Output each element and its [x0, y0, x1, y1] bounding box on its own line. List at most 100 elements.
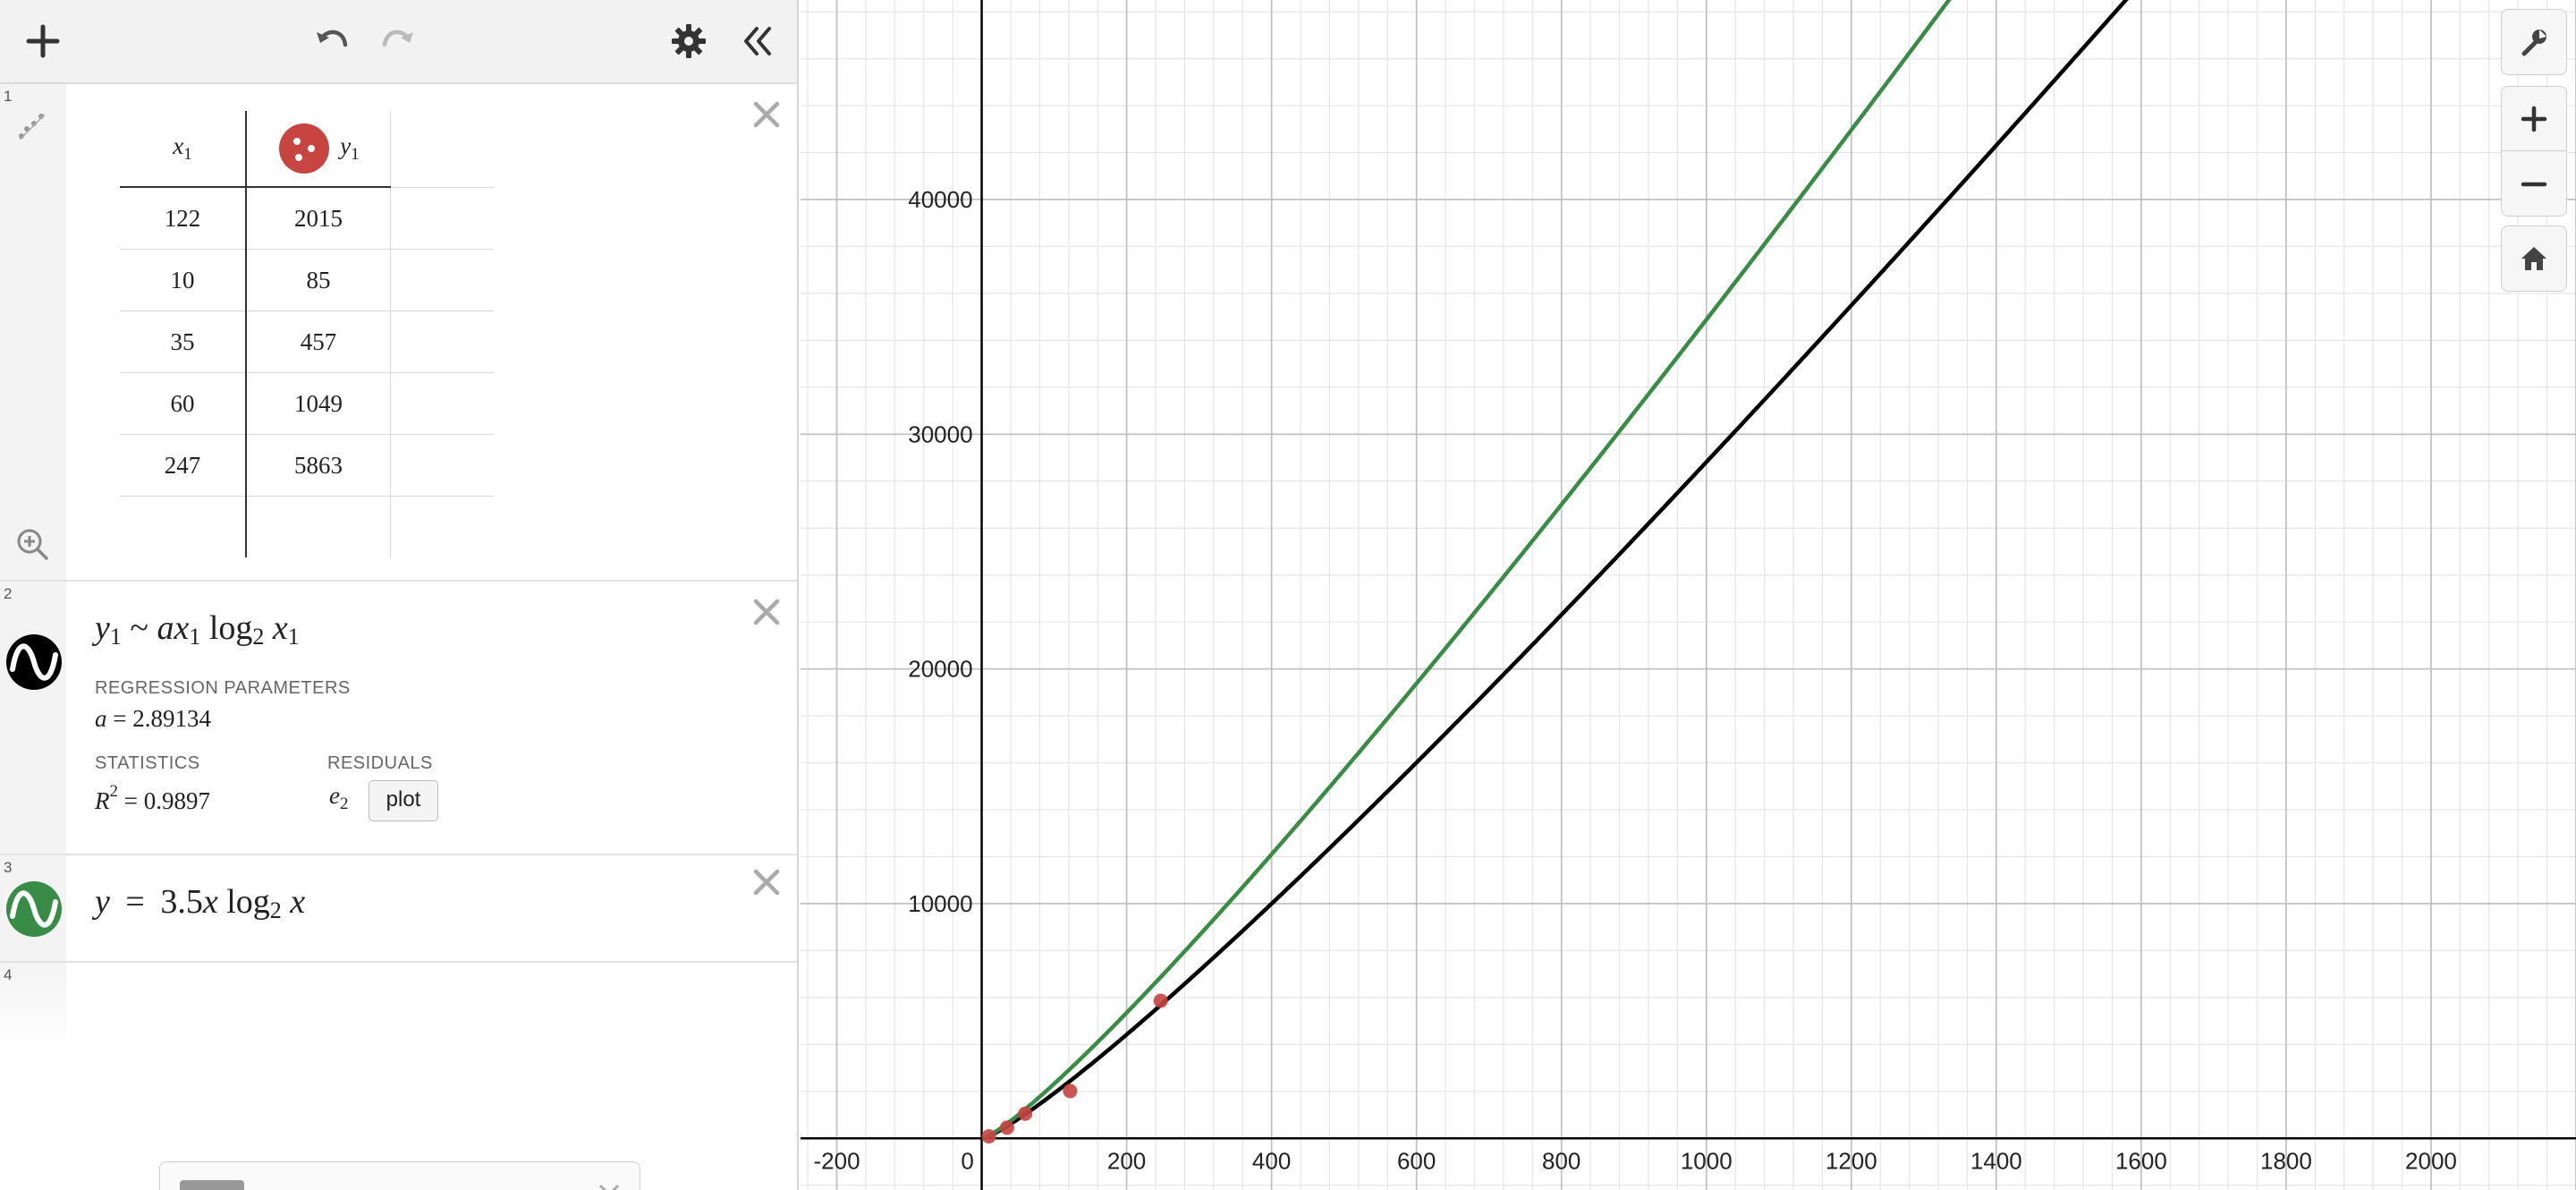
regression-params-label: REGRESSION PARAMETERS — [95, 678, 351, 698]
cell-x1[interactable]: 122 — [120, 187, 247, 250]
row-gutter — [0, 582, 66, 854]
cell-y1[interactable]: 2015 — [246, 187, 391, 250]
row-number: 2 — [4, 585, 13, 602]
cell-x1[interactable]: 10 — [120, 249, 247, 311]
r2-value: 0.9897 — [143, 787, 210, 814]
x-tick-label: 400 — [1252, 1147, 1291, 1174]
column-header-empty[interactable] — [390, 111, 494, 188]
cell-empty[interactable] — [390, 434, 494, 497]
data-point[interactable] — [999, 1120, 1014, 1135]
home-view-button[interactable] — [2501, 225, 2567, 292]
table-row-new[interactable] — [120, 496, 495, 558]
wave-icon — [6, 881, 62, 937]
plot-residuals-button[interactable]: plot — [369, 780, 438, 821]
table-row: 60 1049 — [120, 372, 494, 435]
data-point[interactable] — [1153, 993, 1168, 1008]
graph-settings-button[interactable] — [2501, 9, 2567, 75]
x-tick-label: 2000 — [2405, 1147, 2457, 1174]
formula-x2-sub: 1 — [287, 624, 300, 650]
regression-color-icon[interactable] — [5, 633, 63, 691]
table-icon — [19, 114, 46, 140]
regression-formula[interactable]: y1 ~ ax1 log2 x1 — [95, 608, 300, 650]
column-header-y1[interactable]: y1 — [246, 111, 391, 188]
gear-icon — [672, 24, 706, 58]
cell-empty[interactable] — [390, 187, 494, 250]
r2-exp: 2 — [109, 782, 119, 801]
cell-empty[interactable] — [390, 310, 494, 373]
function-color-icon[interactable] — [5, 880, 63, 938]
data-point[interactable] — [1018, 1106, 1033, 1121]
x-tick-label: 0 — [961, 1147, 973, 1174]
formula-y: y — [95, 609, 110, 647]
table-row: 10 85 — [120, 249, 494, 311]
x-tick-label: 1800 — [2260, 1147, 2312, 1174]
zoom-out-icon — [2521, 182, 2547, 187]
cell-empty[interactable] — [390, 249, 494, 311]
x-tick-label: 800 — [1542, 1147, 1580, 1174]
regression-curve[interactable] — [981, 0, 2185, 1141]
point-style-icon[interactable] — [277, 122, 331, 175]
cell-new[interactable] — [391, 497, 495, 558]
cell-x1[interactable]: 35 — [120, 310, 247, 373]
cell-empty[interactable] — [390, 372, 494, 435]
formula-log: log — [208, 609, 253, 647]
formula-x: x — [174, 609, 190, 647]
formula-y-sub: 1 — [109, 624, 122, 650]
formula-lhs: y — [95, 883, 110, 921]
collapse-panel-button[interactable] — [735, 20, 778, 63]
zoom-out-button[interactable] — [2501, 150, 2567, 217]
column-x-name: x — [173, 132, 184, 159]
expression-row-empty[interactable]: 4 — [0, 963, 797, 1052]
r2-name: R — [95, 787, 110, 814]
cell-y1[interactable]: 457 — [246, 310, 391, 373]
row-number: 4 — [4, 966, 13, 983]
expression-toolbar — [0, 0, 797, 84]
param-eq: = — [113, 705, 127, 732]
zoom-fit-icon[interactable] — [14, 526, 50, 562]
undo-icon — [317, 30, 348, 47]
statistics-label: STATISTICS — [95, 753, 200, 773]
delete-expression-button[interactable] — [749, 97, 784, 132]
cell-x1[interactable]: 60 — [120, 372, 247, 435]
cell-x1[interactable]: 247 — [120, 434, 247, 497]
residual-sub: 2 — [339, 795, 349, 813]
cell-new[interactable] — [246, 496, 391, 557]
wave-icon — [6, 634, 62, 690]
undo-button[interactable] — [309, 20, 352, 63]
cell-y1[interactable]: 5863 — [246, 434, 391, 497]
formula-coef: 3.5 — [160, 883, 203, 921]
formula-x2: x — [290, 883, 306, 921]
data-point[interactable] — [981, 1129, 996, 1144]
y-tick-label: 20000 — [908, 656, 972, 683]
delete-expression-button[interactable] — [749, 594, 784, 630]
expression-row-function[interactable]: 3 y = 3.5x log2 x — [0, 855, 797, 963]
formula-x-sub: 1 — [189, 624, 201, 650]
add-item-button[interactable] — [21, 20, 64, 63]
param-value: 2.89134 — [132, 705, 211, 732]
cell-y1[interactable]: 85 — [246, 249, 391, 311]
row-gutter — [0, 84, 66, 580]
delete-expression-button[interactable] — [749, 864, 784, 900]
redo-button[interactable] — [377, 20, 420, 63]
column-y-name: y — [340, 132, 352, 159]
cell-new[interactable] — [120, 496, 247, 557]
formula-a: a — [157, 609, 174, 647]
settings-button[interactable] — [667, 20, 710, 63]
expression-row-regression[interactable]: 2 y1 ~ ax1 log2 x1 REGRESSION PARAMETERS… — [0, 582, 797, 855]
column-header-x1[interactable]: x1 — [120, 111, 247, 188]
keypad-toggle[interactable] — [159, 1161, 640, 1190]
x-tick-label: 200 — [1107, 1147, 1146, 1174]
graph-canvas[interactable]: -200 0 200 400 600 800 1000 1200 1400 1600 1800 200… — [801, 0, 2576, 1190]
row-number: 3 — [4, 859, 13, 876]
close-icon — [598, 1184, 620, 1190]
residual-name: e — [329, 782, 340, 809]
expression-row-table[interactable]: 1 x1 — [0, 84, 797, 582]
data-table: x1 y1 122 2015 10 85 35 457 60 1049 247 5863 — [120, 111, 494, 557]
function-curve[interactable] — [981, 0, 1999, 1141]
zoom-in-button[interactable] — [2501, 86, 2567, 152]
data-point[interactable] — [1063, 1084, 1078, 1099]
r-squared: R2 = 0.9897 — [95, 782, 210, 815]
point-style-swatch — [279, 123, 330, 174]
function-formula[interactable]: y = 3.5x log2 x — [95, 882, 305, 924]
cell-y1[interactable]: 1049 — [246, 372, 391, 435]
